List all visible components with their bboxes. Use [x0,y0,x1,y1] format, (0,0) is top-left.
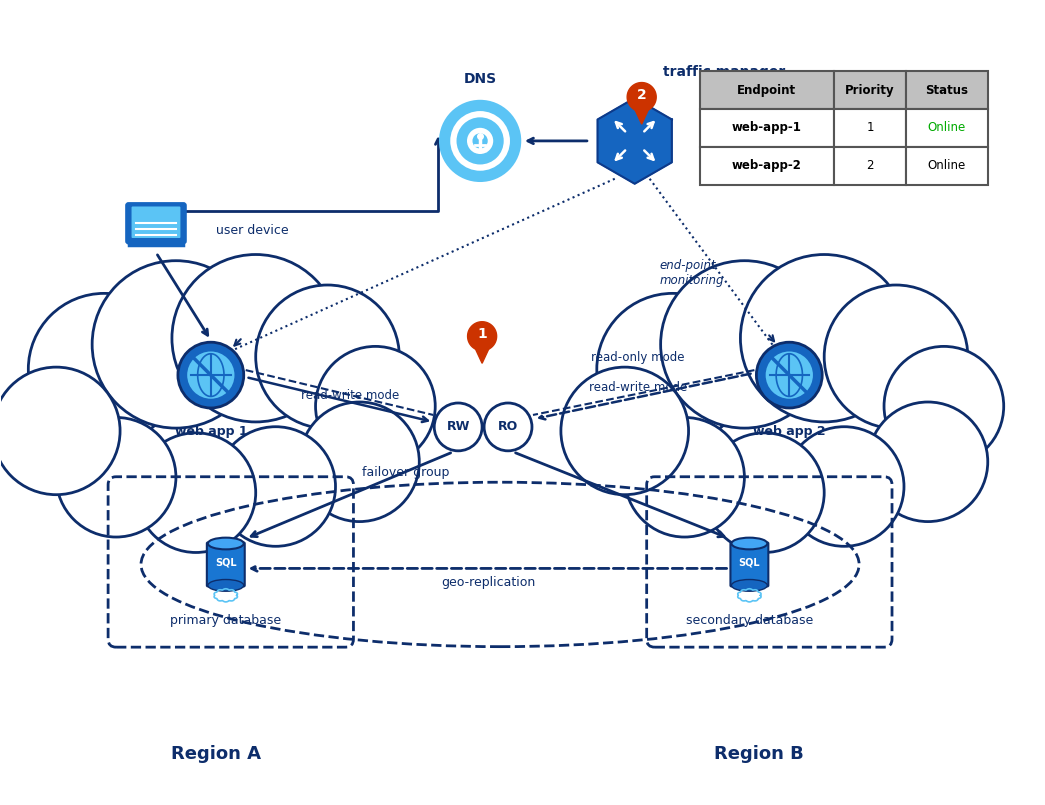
Ellipse shape [732,580,767,591]
Ellipse shape [732,538,767,549]
Bar [699,71,834,109]
Text: traffic manager: traffic manager [664,65,786,79]
Circle shape [136,433,256,552]
Text: read-only mode: read-only mode [590,351,684,364]
Circle shape [186,350,235,400]
Circle shape [765,350,814,400]
Circle shape [625,418,744,537]
Circle shape [458,118,503,163]
Circle shape [757,342,822,408]
FancyBboxPatch shape [126,204,185,243]
Text: geo-replication: geo-replication [441,576,535,589]
Circle shape [660,261,829,428]
Circle shape [440,101,520,181]
Circle shape [884,346,1003,466]
Polygon shape [471,341,493,363]
Bar [834,71,906,109]
Circle shape [172,254,340,422]
Circle shape [256,285,399,428]
Circle shape [92,261,260,428]
Text: end-point
monitoring: end-point monitoring [659,259,724,287]
Text: failover group: failover group [362,466,449,479]
Circle shape [435,403,482,451]
Ellipse shape [208,580,243,591]
Bar [699,109,834,147]
Circle shape [216,427,335,547]
Polygon shape [627,83,656,112]
Circle shape [868,402,988,522]
Text: 2: 2 [866,159,874,172]
Text: SQL: SQL [739,557,760,568]
Bar [699,147,834,185]
Text: primary database: primary database [170,614,281,627]
Text: Priority: Priority [845,84,895,97]
Bar [906,71,988,109]
FancyBboxPatch shape [132,206,181,238]
Text: web-app-2: web-app-2 [732,159,802,172]
FancyBboxPatch shape [207,543,245,586]
Bar [834,147,906,185]
Circle shape [785,427,904,547]
Text: Region B: Region B [715,745,805,763]
Text: 2: 2 [636,88,647,101]
Text: Endpoint: Endpoint [738,84,796,97]
Text: SQL: SQL [215,557,236,568]
Circle shape [28,293,180,445]
Text: DNS: DNS [464,72,496,86]
Ellipse shape [208,538,243,549]
Circle shape [56,418,176,537]
Text: web app 1: web app 1 [175,425,248,438]
Circle shape [449,109,511,172]
Polygon shape [631,101,652,124]
Circle shape [473,134,487,147]
Text: 1: 1 [478,327,487,341]
Bar [834,109,906,147]
Circle shape [300,402,419,522]
Text: read-write mode: read-write mode [588,381,687,394]
Text: web-app-1: web-app-1 [732,122,802,134]
Circle shape [466,126,494,155]
Circle shape [597,293,748,445]
Polygon shape [467,322,496,351]
Polygon shape [214,588,237,602]
Text: Online: Online [928,159,966,172]
Bar [906,147,988,185]
Text: Status: Status [926,84,969,97]
Text: secondary database: secondary database [686,614,813,627]
Text: Region A: Region A [170,745,261,763]
Circle shape [825,285,968,428]
Bar [906,109,988,147]
Circle shape [178,342,243,408]
Text: read-write mode: read-write mode [301,389,399,402]
Text: RO: RO [497,420,518,433]
Text: user device: user device [216,224,288,237]
Circle shape [484,403,532,451]
Circle shape [704,433,825,552]
Circle shape [561,367,689,495]
FancyBboxPatch shape [730,543,768,586]
Circle shape [316,346,435,466]
Text: 1: 1 [866,122,874,134]
Text: web app 2: web app 2 [753,425,826,438]
Polygon shape [598,98,672,184]
Circle shape [741,254,908,422]
Polygon shape [738,588,761,602]
Text: Online: Online [928,122,966,134]
Circle shape [0,367,120,495]
Text: RW: RW [446,420,470,433]
